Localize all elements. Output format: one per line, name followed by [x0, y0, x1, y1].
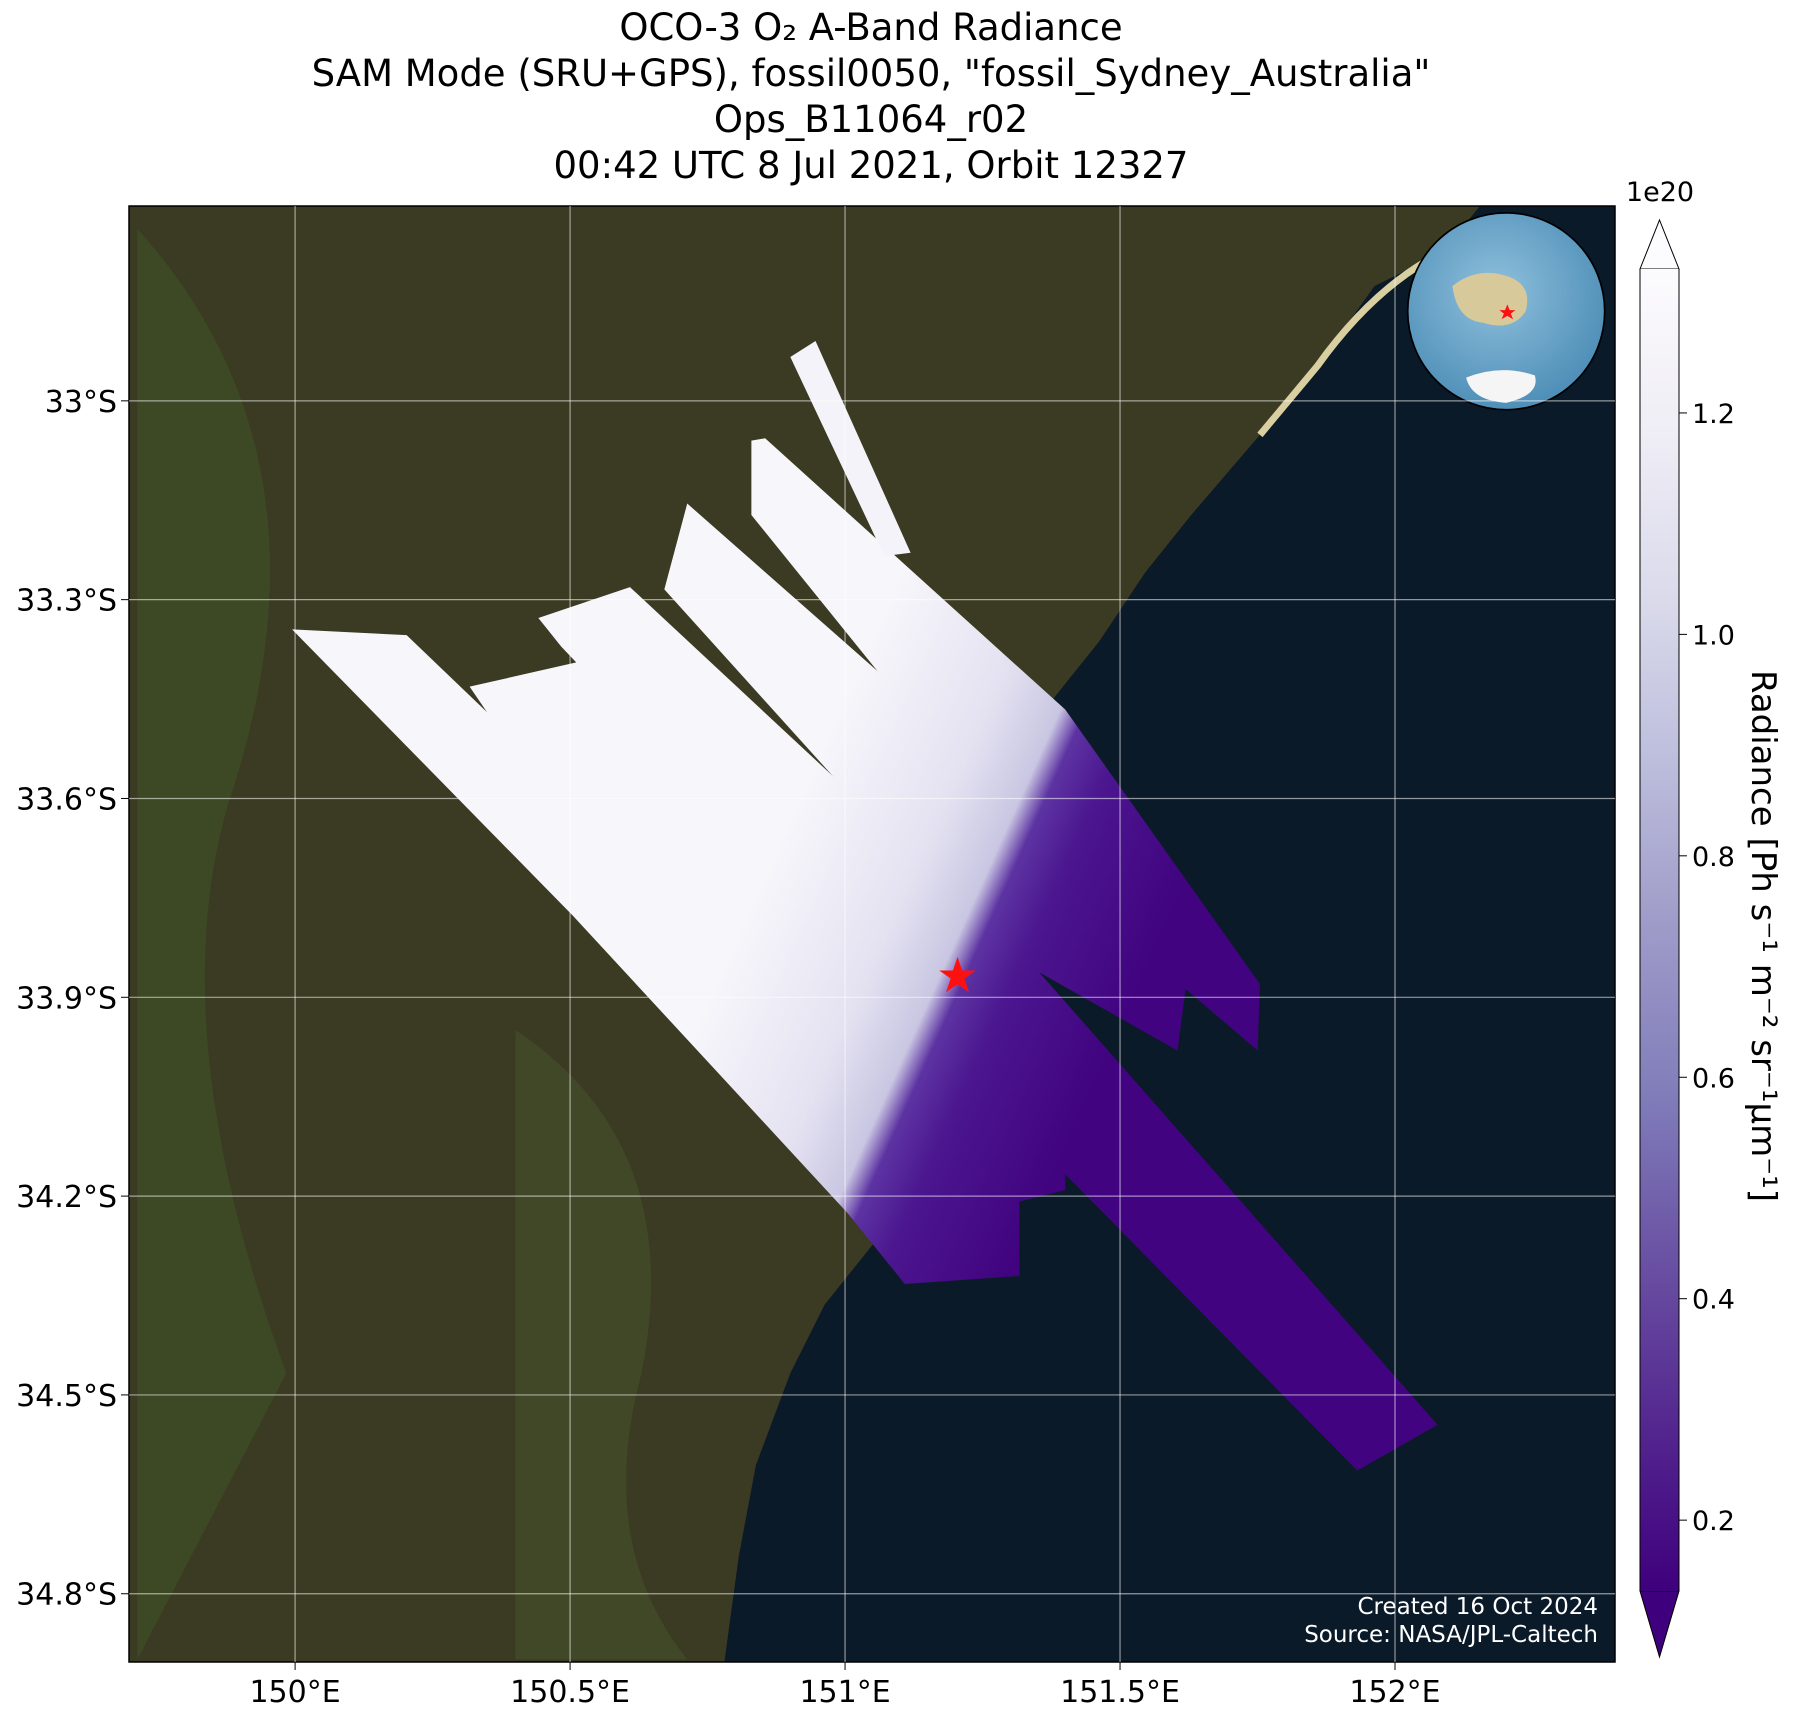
colorbar-tick-label: 0.4	[1692, 1285, 1735, 1316]
x-tick-label: 150°E	[249, 1675, 340, 1710]
colorbar	[1640, 269, 1679, 1591]
sydney-marker	[939, 956, 976, 993]
y-tick-label: 33°S	[45, 385, 117, 420]
x-tick-label: 151°E	[799, 1675, 890, 1710]
swath	[469, 658, 1066, 1285]
land-texture	[515, 1029, 688, 1660]
y-tick-label: 34.2°S	[16, 1180, 117, 1215]
swath	[751, 438, 1260, 1051]
title-line: SAM Mode (SRU+GPS), fossil0050, "fossil_…	[312, 52, 1431, 95]
x-tick-label: 150.5°E	[510, 1675, 630, 1710]
colorbar-offset-label: 1e20	[1626, 177, 1694, 208]
y-tick-label: 33.9°S	[16, 981, 117, 1016]
y-tick-label: 33.6°S	[16, 782, 117, 817]
inset-antarctica	[1466, 370, 1536, 403]
x-tick-label: 152°E	[1349, 1675, 1440, 1710]
colorbar-tick-label: 1.0	[1692, 620, 1735, 651]
annotation: Created 16 Oct 2024	[1357, 1594, 1598, 1620]
title-line: Ops_B11064_r02	[714, 98, 1028, 141]
y-tick-label: 34.5°S	[16, 1379, 117, 1414]
colorbar-tick-label: 0.8	[1692, 842, 1735, 873]
x-tick-label: 151.5°E	[1060, 1675, 1180, 1710]
colorbar-extend-high	[1639, 218, 1680, 270]
swath	[538, 587, 1438, 1471]
colorbar-tick-label: 0.2	[1692, 1506, 1735, 1537]
y-tick-label: 34.8°S	[16, 1578, 117, 1613]
swath	[664, 503, 1197, 1051]
plot-frame	[128, 205, 1616, 1663]
land-texture	[137, 228, 287, 1660]
colorbar-extend-low	[1639, 1590, 1680, 1659]
title-line: 00:42 UTC 8 Jul 2021, Orbit 12327	[554, 144, 1189, 187]
colorbar-tick-label: 0.6	[1692, 1063, 1735, 1094]
colorbar-tick-label: 1.2	[1692, 399, 1735, 430]
colorbar-label: Radiance [Ph s⁻¹ m⁻² sr⁻¹μm⁻¹]	[1743, 670, 1783, 1202]
annotation: Source: NASA/JPL-Caltech	[1304, 1622, 1598, 1648]
y-tick-label: 33.3°S	[16, 584, 117, 619]
map	[129, 206, 1615, 1662]
inset-marker	[1499, 304, 1516, 320]
swath	[790, 341, 911, 557]
title-line: OCO-3 O₂ A-Band Radiance	[619, 6, 1122, 49]
